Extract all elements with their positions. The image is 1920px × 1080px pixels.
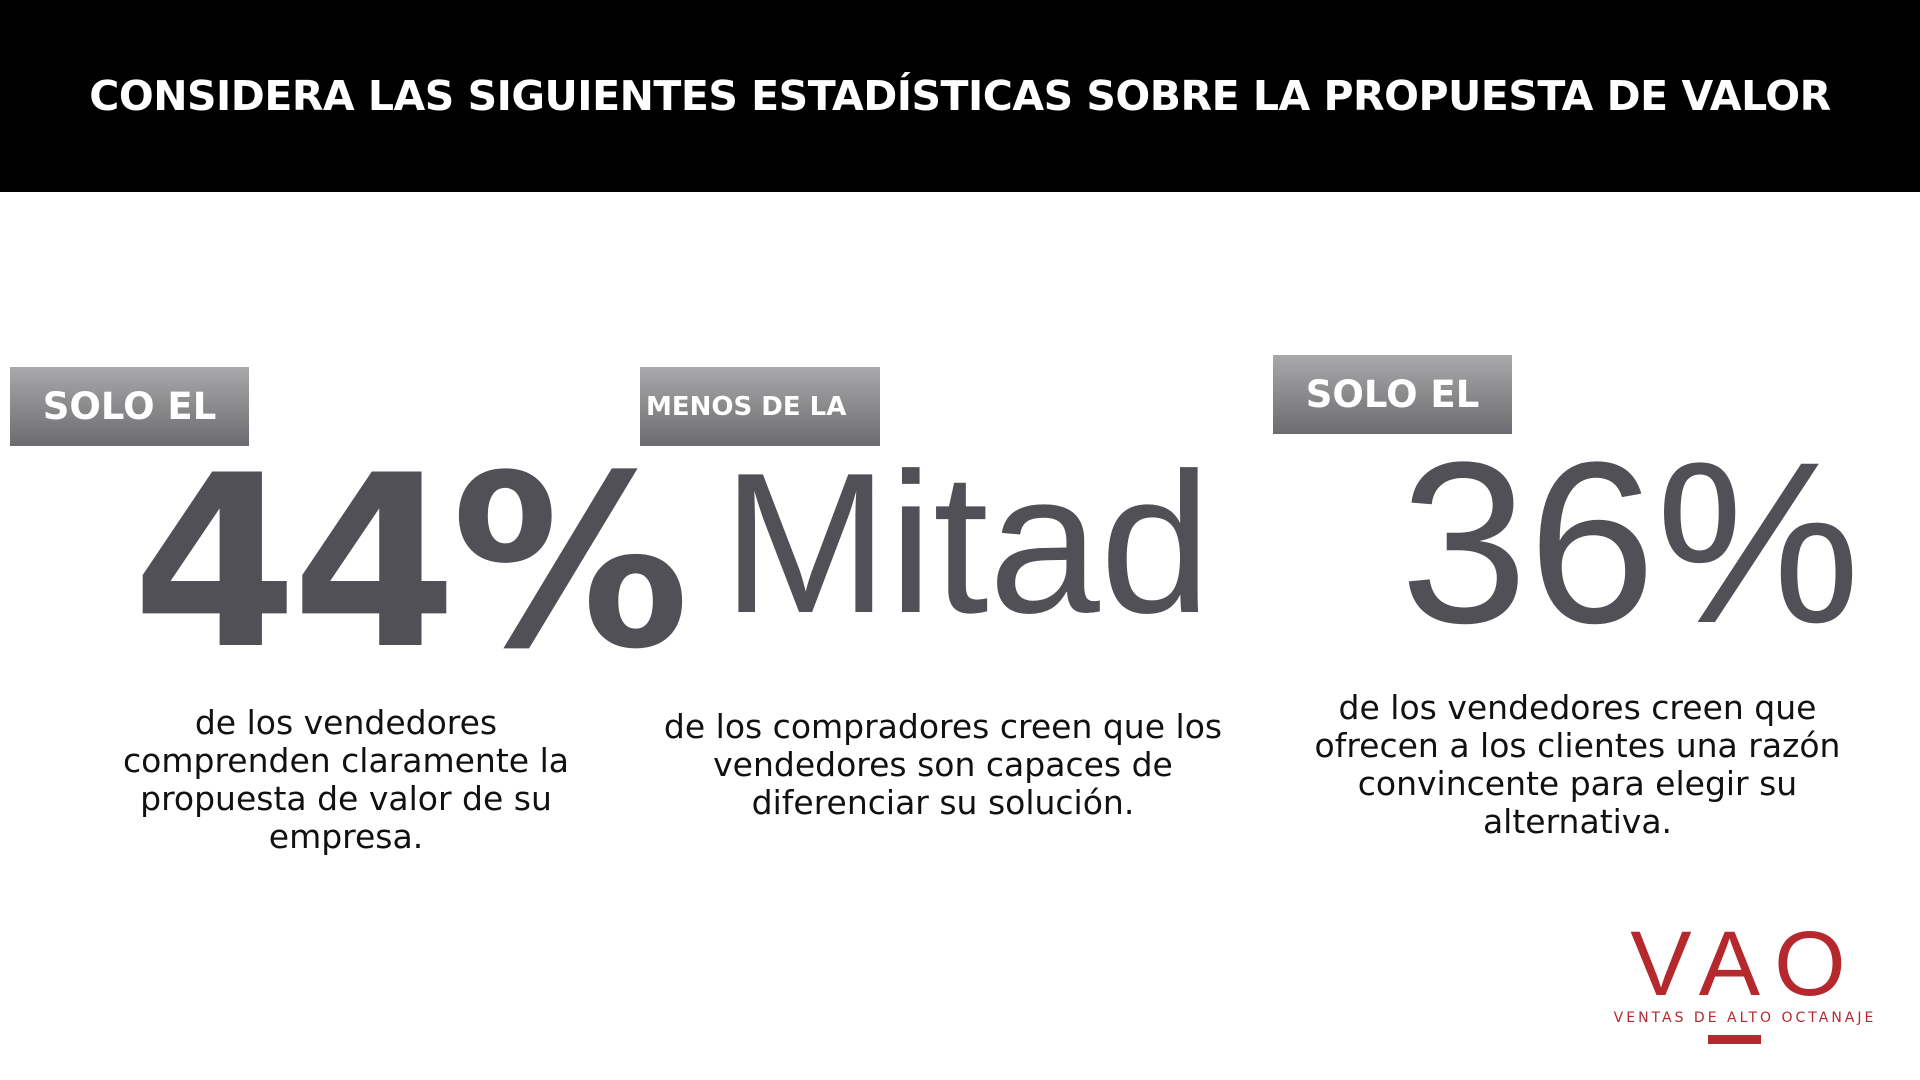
badge: SOLO EL [1273,355,1512,434]
stat-description: de los vendedores comprenden claramente … [123,703,569,856]
stat-figure: Mitad [722,432,1212,655]
stat-figure: 44% [132,425,690,702]
stat-figure: 36% [1400,414,1861,671]
stat-description: de los compradores creen que los vendedo… [663,707,1223,822]
header-bar: CONSIDERA LAS SIGUIENTES ESTADÍSTICAS SO… [0,0,1920,192]
badge: SOLO EL [10,367,249,446]
logo-mark: VAO [1630,913,1860,1015]
logo-bar [1708,1035,1761,1044]
stat-description: de los vendedores creen que ofrecen a lo… [1314,688,1841,841]
header-title: CONSIDERA LAS SIGUIENTES ESTADÍSTICAS SO… [89,72,1831,120]
badge: MENOS DE LA [640,367,880,446]
logo-tagline: VENTAS DE ALTO OCTANAJE [1613,1010,1877,1026]
